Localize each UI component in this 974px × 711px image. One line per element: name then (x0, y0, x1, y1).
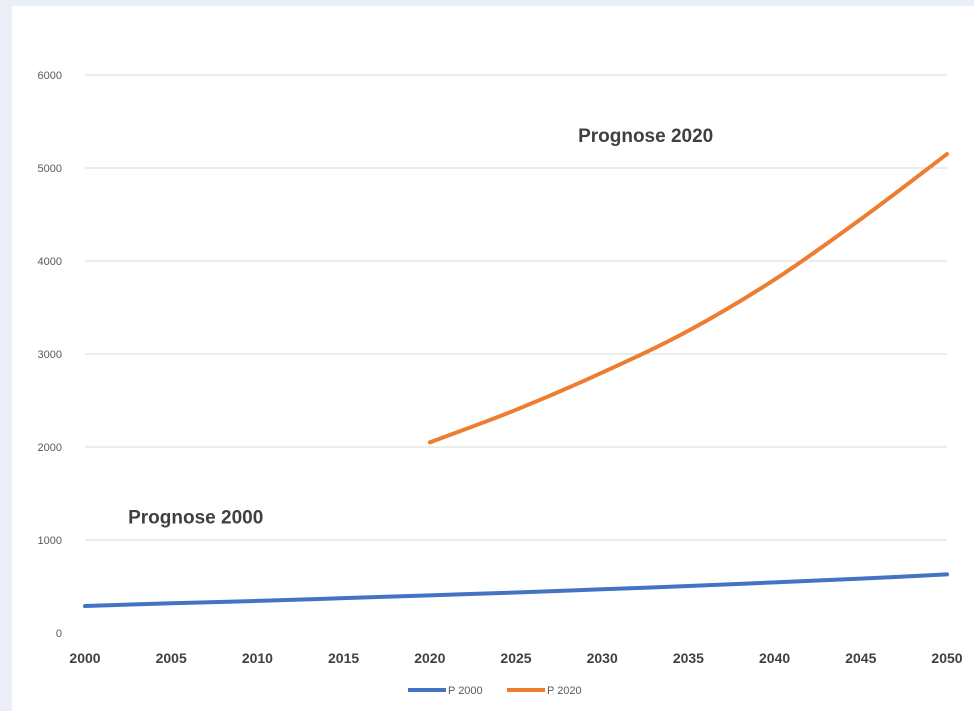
y-tick-label: 2000 (38, 442, 62, 454)
x-axis-tick-labels: 2000 2005 2010 2015 2020 2025 2030 2035 2040 2045… (69, 650, 962, 666)
y-axis-tick-labels: 0 1000 2000 3000 4000 5000 6000 (38, 70, 62, 640)
x-tick-label: 2030 (587, 650, 618, 666)
x-tick-label: 2045 (845, 650, 876, 666)
legend-label: P 2000 (448, 685, 483, 697)
x-tick-label: 2035 (673, 650, 704, 666)
x-tick-label: 2000 (69, 650, 100, 666)
annotation-label: Prognose 2020 (578, 126, 713, 147)
y-tick-label: 5000 (38, 163, 62, 175)
x-tick-label: 2050 (931, 650, 962, 666)
y-tick-label: 6000 (38, 70, 62, 82)
y-tick-label: 0 (56, 628, 62, 640)
y-tick-label: 3000 (38, 349, 62, 361)
y-tick-label: 4000 (38, 256, 62, 268)
gridlines (85, 74, 947, 541)
x-tick-label: 2005 (156, 650, 187, 666)
x-tick-label: 2020 (414, 650, 445, 666)
legend-label: P 2020 (547, 685, 582, 697)
x-tick-label: 2025 (500, 650, 531, 666)
series-line-1 (83, 572, 949, 609)
x-tick-label: 2040 (759, 650, 790, 666)
legend: P 2000 P 2020 (408, 685, 582, 697)
x-tick-label: 2015 (328, 650, 359, 666)
series-lines (83, 152, 949, 609)
y-tick-label: 1000 (38, 535, 62, 547)
x-tick-label: 2010 (242, 650, 273, 666)
annotation-label: Prognose 2000 (128, 507, 263, 528)
chart-card: 0 1000 2000 3000 4000 5000 6000 2000 2005 2010 20… (12, 6, 974, 711)
annotations: Prognose 2020 Prognose 2000 (128, 126, 713, 528)
series-line-2 (427, 152, 949, 445)
